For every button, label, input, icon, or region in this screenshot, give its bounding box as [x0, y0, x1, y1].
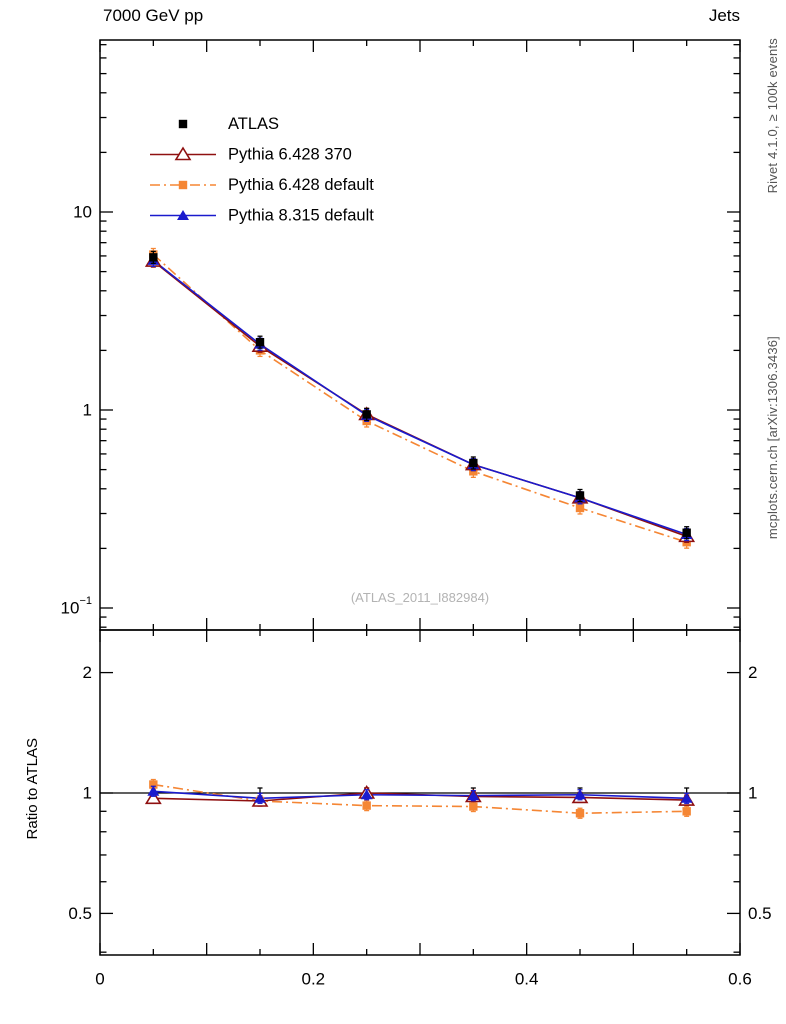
- legend-label: Pythia 6.428 370: [228, 146, 352, 164]
- legend-item: ATLAS: [178, 115, 279, 133]
- ratio-series-line: [153, 783, 687, 815]
- y-tick-label: 1: [83, 401, 92, 420]
- ratio-panel-series: [100, 778, 740, 819]
- y-tick-label: 10−1: [61, 595, 92, 618]
- x-tick-label: 0.4: [515, 970, 539, 989]
- series-line: [152, 260, 687, 538]
- y-tick-label: 10: [73, 203, 92, 222]
- legend: ATLAS Pythia 6.428 370 Pythia 6.428 defaul…: [150, 115, 374, 225]
- series-atlas: [149, 250, 691, 540]
- legend-label: Pythia 6.428 default: [228, 176, 374, 194]
- series-line: [152, 253, 687, 543]
- plot-title-beam: 7000 GeV pp: [103, 6, 204, 25]
- ratio-tick-label-left: 1: [83, 784, 92, 803]
- ratio-series-line: [153, 790, 687, 800]
- legend-item: Pythia 6.428 370: [150, 146, 352, 164]
- legend-label: ATLAS: [228, 115, 279, 133]
- series-pythia-6-428-default: [149, 247, 691, 549]
- main-panel-frame: [99, 39, 741, 631]
- x-tick-label: 0.2: [302, 970, 326, 989]
- ratio-tick-label-right: 2: [748, 663, 757, 682]
- series-pythia-8-315-default: [147, 253, 693, 542]
- plot-title-analysis: Jets: [708, 6, 740, 25]
- analysis-id-watermark: (ATLAS_2011_I882984): [350, 590, 490, 605]
- ratio-tick-label-right: 0.5: [748, 904, 772, 923]
- legend-label: Pythia 8.315 default: [228, 207, 374, 225]
- axes: 0 0.2 0.4 0.6 10 1 10−1 2 2 1 1 0.5 0.5: [61, 39, 772, 989]
- series-line: [152, 259, 687, 536]
- legend-item: Pythia 6.428 default: [150, 176, 374, 194]
- ratio-tick-label-left: 0.5: [68, 904, 92, 923]
- ratio-tick-label-left: 2: [83, 663, 92, 682]
- x-tick-label: 0: [95, 970, 104, 989]
- legend-item: Pythia 8.315 default: [150, 207, 374, 225]
- ratio-series-pythia-8-315-default: [147, 785, 693, 804]
- ratio-tick-label-right: 1: [748, 784, 757, 803]
- series-pythia-6-428-370: [144, 253, 696, 544]
- x-tick-label: 0.6: [728, 970, 752, 989]
- main-panel-series: [144, 247, 696, 549]
